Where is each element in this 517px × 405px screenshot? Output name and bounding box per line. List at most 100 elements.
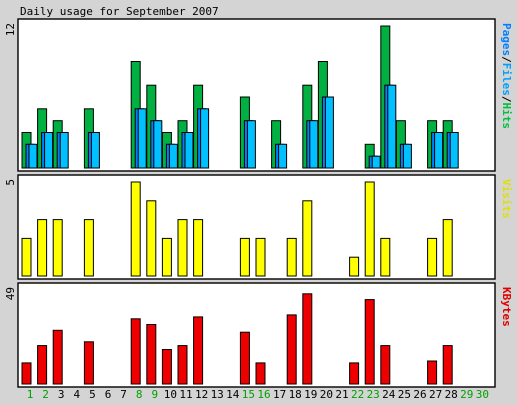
bar-visits-visits-day-22: [349, 256, 360, 277]
x-tick-label: 4: [73, 388, 80, 401]
bar-hits-pages-day-25: [402, 143, 412, 169]
bar-hits-pages-day-1: [28, 143, 38, 169]
bar-visits-visits-day-15: [239, 237, 250, 277]
bar-kbytes-kbytes-day-1: [21, 362, 32, 385]
bar-visits-visits-day-28: [442, 219, 453, 277]
bar-visits-visits-day-16: [255, 237, 266, 277]
bar-kbytes-kbytes-day-3: [52, 329, 63, 385]
panel-kbytes-ymax-label: 49: [4, 287, 17, 300]
x-tick-label: 27: [429, 388, 442, 401]
panel-visits-side-label: Visits: [500, 179, 513, 219]
bar-hits-pages-day-12: [200, 108, 210, 169]
x-tick-label: 11: [179, 388, 192, 401]
side-label-part: KBytes: [500, 287, 513, 327]
bar-kbytes-kbytes-day-15: [239, 331, 250, 385]
x-axis-day-labels: 1 2 3 4 5 6 7 8 9 10 11 12 13 14 15 16 17 18 19 20 21 22 23 24 2…: [27, 388, 489, 401]
x-tick-label: 3: [58, 388, 65, 401]
bar-visits-visits-day-8: [130, 181, 141, 277]
bar-kbytes-kbytes-day-18: [286, 314, 297, 385]
bar-hits-pages-day-19: [309, 120, 319, 169]
bar-hits-pages-day-5: [90, 132, 100, 169]
panel-visits: 5 Visits: [4, 174, 513, 280]
bar-hits-pages-day-17: [278, 143, 288, 169]
series-visits: [21, 181, 453, 277]
x-tick-label: 2: [42, 388, 49, 401]
x-tick-label: 22: [351, 388, 364, 401]
bar-kbytes-kbytes-day-12: [193, 316, 204, 385]
bar-visits-visits-day-5: [83, 219, 94, 277]
side-label-part: Visits: [500, 179, 513, 219]
bar-kbytes-kbytes-day-2: [37, 345, 48, 385]
panel-hits: 12 Pages/Files/Hits: [4, 18, 513, 172]
bar-visits-visits-day-1: [21, 237, 32, 277]
chart-title: Daily usage for September 2007: [20, 5, 219, 18]
bar-hits-pages-day-23: [371, 155, 381, 169]
bar-kbytes-kbytes-day-16: [255, 362, 266, 385]
bar-kbytes-kbytes-day-8: [130, 318, 141, 385]
x-tick-label: 13: [211, 388, 224, 401]
x-tick-label: 30: [476, 388, 489, 401]
x-tick-label: 5: [89, 388, 96, 401]
panel-visits-ymax-label: 5: [4, 179, 17, 186]
x-tick-label: 20: [320, 388, 333, 401]
side-label-part: /: [500, 96, 513, 103]
series-kbytes: [21, 293, 453, 385]
bar-hits-pages-day-20: [324, 96, 334, 169]
bar-kbytes-kbytes-day-24: [380, 345, 391, 385]
x-tick-label: 7: [120, 388, 127, 401]
x-tick-label: 28: [445, 388, 458, 401]
bar-visits-visits-day-19: [302, 200, 313, 277]
panel-kbytes-side-label: KBytes: [500, 287, 513, 327]
bar-visits-visits-day-9: [146, 200, 157, 277]
x-tick-label: 9: [151, 388, 158, 401]
panel-hits-side-label: Pages/Files/Hits: [500, 23, 513, 129]
bar-hits-pages-day-27: [434, 132, 444, 169]
bar-kbytes-kbytes-day-5: [83, 341, 94, 385]
bar-visits-visits-day-3: [52, 219, 63, 277]
x-tick-label: 23: [367, 388, 380, 401]
bar-hits-pages-day-15: [246, 120, 256, 169]
x-tick-label: 12: [195, 388, 208, 401]
bar-kbytes-kbytes-day-9: [146, 324, 157, 385]
x-tick-label: 29: [460, 388, 473, 401]
bar-hits-pages-day-10: [168, 143, 178, 169]
bar-kbytes-kbytes-day-23: [364, 299, 375, 385]
bar-kbytes-kbytes-day-19: [302, 293, 313, 385]
bar-kbytes-kbytes-day-11: [177, 345, 188, 385]
panel-kbytes: 49 KBytes: [4, 282, 513, 388]
x-tick-label: 14: [226, 388, 240, 401]
bar-kbytes-kbytes-day-28: [442, 345, 453, 385]
x-tick-label: 16: [257, 388, 270, 401]
bar-visits-visits-day-10: [161, 237, 172, 277]
x-tick-label: 10: [164, 388, 177, 401]
side-label-part: Hits: [500, 103, 513, 130]
side-label-part: Pages: [500, 23, 513, 56]
side-label-part: Files: [500, 63, 513, 96]
x-tick-label: 21: [335, 388, 348, 401]
x-tick-label: 26: [413, 388, 426, 401]
x-tick-label: 25: [398, 388, 411, 401]
bar-visits-visits-day-24: [380, 237, 391, 277]
bar-hits-pages-day-2: [44, 132, 54, 169]
panel-hits-ymax-label: 12: [4, 23, 17, 36]
bar-kbytes-kbytes-day-22: [349, 362, 360, 385]
x-tick-label: 24: [382, 388, 396, 401]
bar-visits-visits-day-12: [193, 219, 204, 277]
bar-hits-pages-day-28: [449, 132, 459, 169]
bar-hits-pages-day-24: [387, 84, 397, 169]
bar-visits-visits-day-18: [286, 237, 297, 277]
bar-hits-pages-day-3: [59, 132, 69, 169]
x-tick-label: 8: [136, 388, 143, 401]
bar-visits-visits-day-11: [177, 219, 188, 277]
x-tick-label: 6: [105, 388, 112, 401]
bar-visits-visits-day-27: [427, 237, 438, 277]
series-pages: [28, 84, 459, 169]
bar-hits-pages-day-8: [137, 108, 147, 169]
side-label-part: /: [500, 56, 513, 63]
bar-hits-pages-day-11: [184, 132, 194, 169]
x-tick-label: 15: [242, 388, 255, 401]
x-tick-label: 18: [289, 388, 302, 401]
bar-visits-visits-day-2: [37, 219, 48, 277]
